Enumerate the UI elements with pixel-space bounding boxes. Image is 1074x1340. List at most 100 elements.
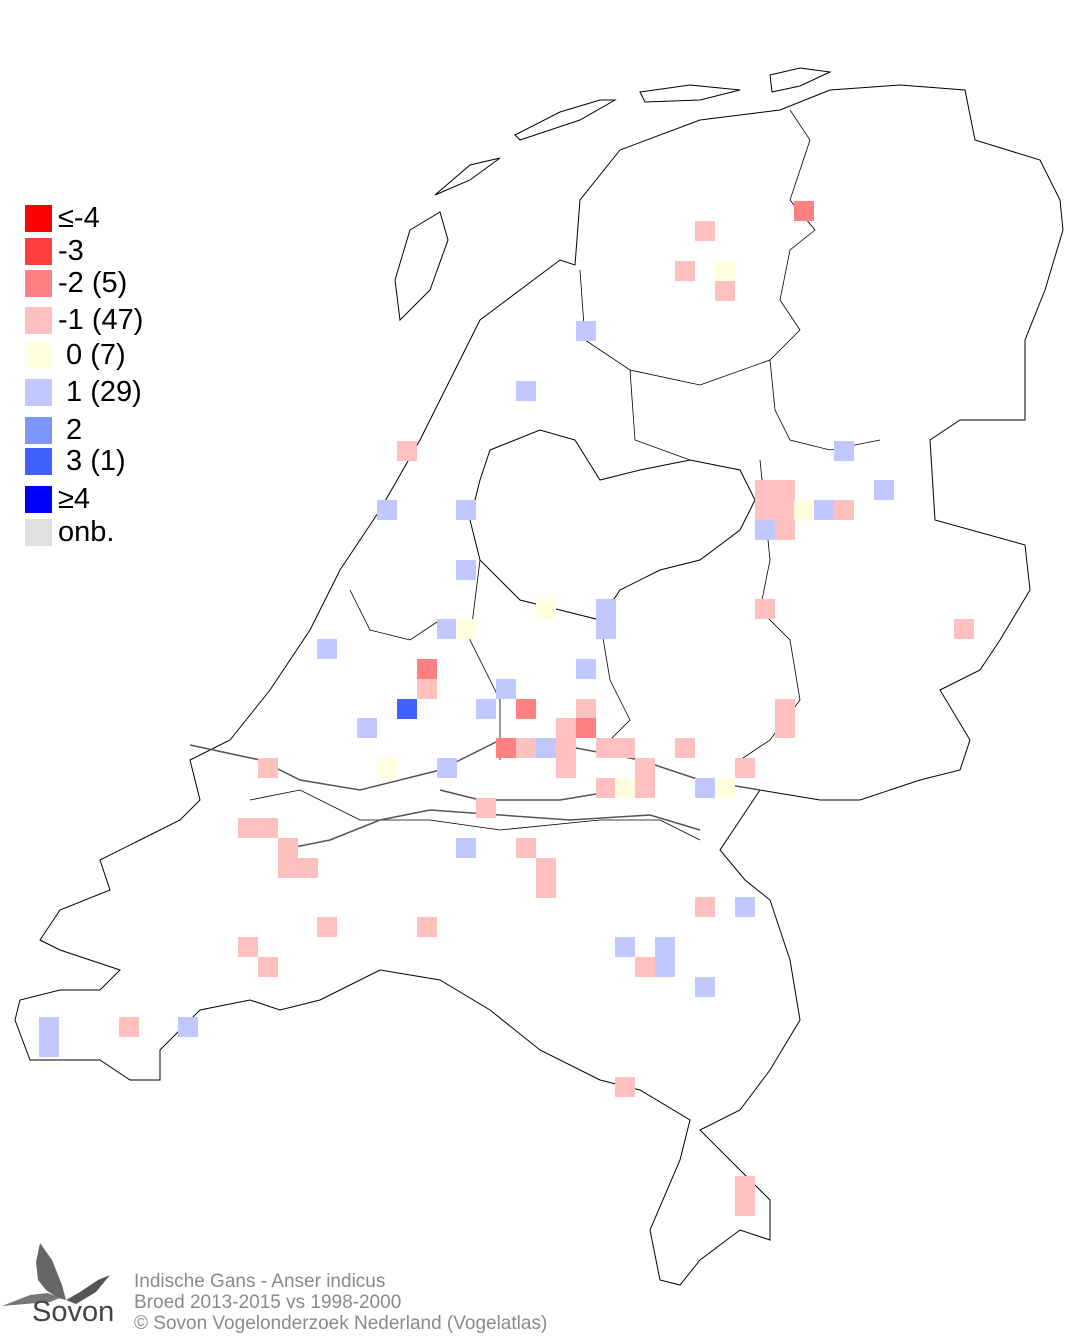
- grid-cell: [417, 917, 437, 937]
- grid-cell: [794, 201, 814, 221]
- ameland-outline: [639, 84, 741, 103]
- legend-label: onb.: [58, 516, 115, 548]
- grid-cell: [556, 758, 576, 778]
- legend-label: -1 (47): [58, 304, 144, 336]
- legend-label: 2: [58, 414, 83, 446]
- grid-cell: [615, 778, 635, 798]
- grid-cell: [278, 838, 298, 858]
- schiermonnikoog-outline: [769, 67, 832, 93]
- grid-cell: [695, 221, 715, 241]
- mainland-outline: [14, 84, 1064, 1286]
- grid-cell: [317, 639, 337, 659]
- grid-cell: [516, 381, 536, 401]
- legend-label: -3: [58, 235, 84, 267]
- grid-cell: [496, 679, 516, 699]
- grid-cell: [715, 281, 735, 301]
- grid-cell: [735, 1196, 755, 1216]
- legend-swatch: [25, 307, 52, 334]
- map-outline: [14, 67, 1064, 1286]
- grid-cell: [317, 917, 337, 937]
- legend-swatch: [25, 205, 52, 232]
- grid-cell: [695, 778, 715, 798]
- grid-cell: [437, 758, 457, 778]
- grid-cell: [576, 659, 596, 679]
- grid-cell: [456, 619, 476, 639]
- grid-cells: [39, 201, 974, 1216]
- grid-cell: [675, 261, 695, 281]
- legend-swatch: [25, 519, 52, 546]
- grid-cell: [456, 560, 476, 580]
- vlieland-outline: [434, 157, 501, 196]
- grid-cell: [178, 1017, 198, 1037]
- legend-label: ≥4: [58, 483, 91, 515]
- legend-label: 0 (7): [58, 339, 126, 371]
- grid-cell: [238, 937, 258, 957]
- grid-cell: [655, 957, 675, 977]
- grid-cell: [596, 738, 616, 758]
- grid-cell: [437, 619, 457, 639]
- legend-swatch: [25, 379, 52, 406]
- province-borders: [249, 109, 881, 841]
- legend-swatch: [25, 486, 52, 513]
- grid-cell: [755, 480, 775, 500]
- grid-cell: [238, 818, 258, 838]
- legend-label: 1 (29): [58, 376, 142, 408]
- grid-cell: [456, 500, 476, 520]
- grid-cell: [695, 897, 715, 917]
- grid-cell: [615, 937, 635, 957]
- grid-cell: [576, 699, 596, 719]
- grid-cell: [536, 599, 556, 619]
- grid-cell: [735, 758, 755, 778]
- grid-cell: [119, 1017, 139, 1037]
- texel-outline: [394, 211, 449, 322]
- grid-cell: [496, 738, 516, 758]
- grid-cell: [655, 937, 675, 957]
- grid-cell: [536, 738, 556, 758]
- grid-cell: [258, 818, 278, 838]
- legend-swatch: [25, 417, 52, 444]
- grid-cell: [596, 778, 616, 798]
- grid-cell: [456, 838, 476, 858]
- terschelling-outline: [514, 99, 617, 141]
- grid-cell: [596, 619, 616, 639]
- map-caption: Indische Gans - Anser indicus Broed 2013…: [134, 1271, 547, 1334]
- grid-cell: [814, 500, 834, 520]
- grid-cell: [556, 718, 576, 738]
- grid-cell: [417, 659, 437, 679]
- grid-cell: [377, 758, 397, 778]
- grid-cell: [635, 758, 655, 778]
- grid-cell: [675, 738, 695, 758]
- grid-cell: [357, 718, 377, 738]
- grid-cell: [735, 897, 755, 917]
- grid-cell: [715, 261, 735, 281]
- grid-cell: [775, 699, 795, 719]
- grid-cell: [834, 441, 854, 461]
- grid-cell: [576, 321, 596, 341]
- grid-cell: [536, 878, 556, 898]
- grid-cell: [695, 977, 715, 997]
- grid-cell: [397, 441, 417, 461]
- legend-label: 3 (1): [58, 445, 126, 477]
- grid-cell: [596, 599, 616, 619]
- grid-cell: [298, 858, 318, 878]
- grid-cell: [39, 1017, 59, 1037]
- grid-cell: [755, 520, 775, 540]
- grid-cell: [615, 1077, 635, 1097]
- ijsselmeer-outline: [469, 429, 756, 621]
- legend-swatch: [25, 238, 52, 265]
- legend-swatch: [25, 448, 52, 475]
- copyright: © Sovon Vogelonderzoek Nederland (Vogela…: [134, 1313, 548, 1334]
- period-comparison: Broed 2013-2015 vs 1998-2000: [134, 1292, 402, 1313]
- grid-cell: [476, 699, 496, 719]
- grid-cell: [775, 480, 795, 500]
- grid-cell: [715, 778, 735, 798]
- grid-cell: [954, 619, 974, 639]
- grid-cell: [516, 699, 536, 719]
- grid-cell: [258, 957, 278, 977]
- grid-cell: [536, 858, 556, 878]
- grid-cell: [278, 858, 298, 878]
- species-title: Indische Gans - Anser indicus: [134, 1271, 386, 1292]
- grid-cell: [576, 718, 596, 738]
- legend-label: -2 (5): [58, 267, 128, 299]
